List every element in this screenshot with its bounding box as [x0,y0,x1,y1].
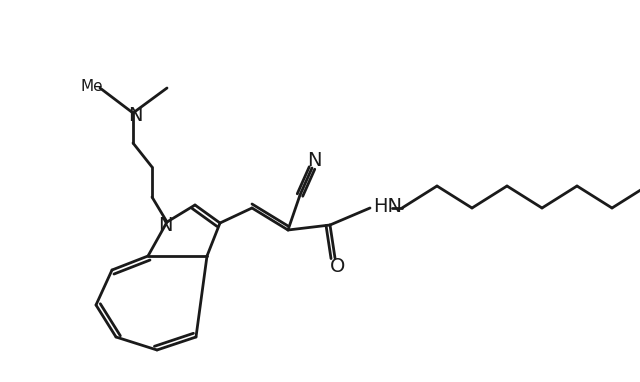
Text: HN: HN [373,196,402,215]
Text: Me: Me [81,78,103,94]
Text: N: N [128,105,142,125]
Text: N: N [157,215,172,235]
Text: N: N [307,151,321,170]
Text: O: O [330,256,346,275]
